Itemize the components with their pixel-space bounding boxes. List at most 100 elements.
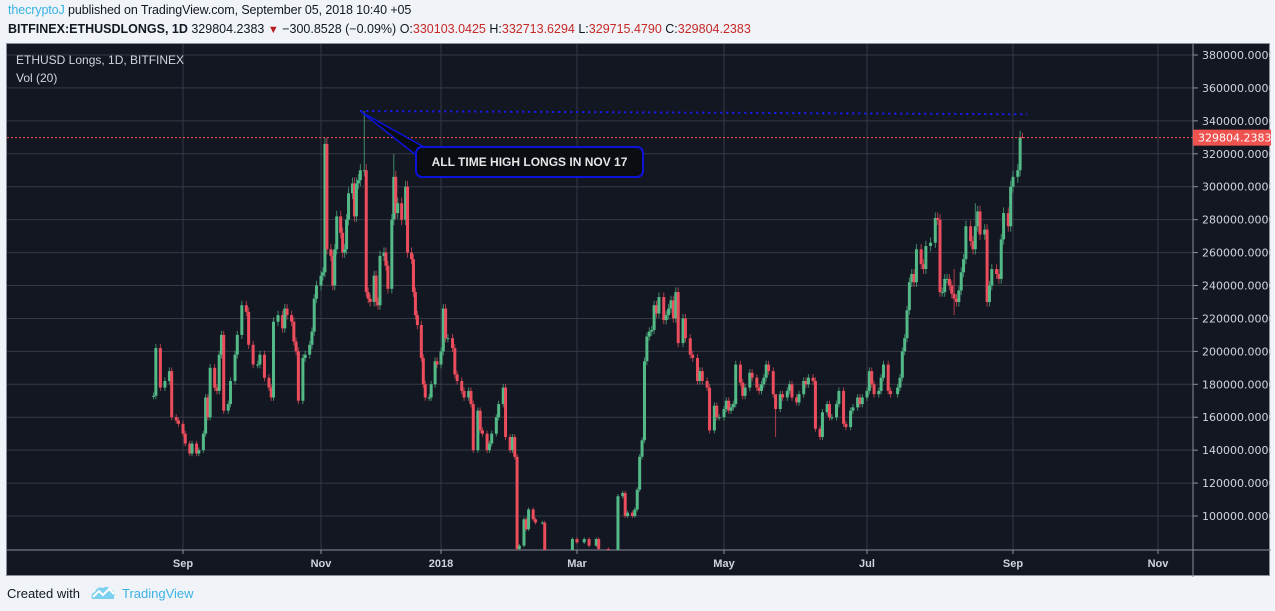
tradingview-link[interactable]: TradingView bbox=[121, 585, 194, 601]
candle-down bbox=[997, 273, 1001, 279]
candle-up bbox=[717, 417, 721, 419]
candle-up bbox=[487, 443, 491, 451]
candlestick-chart[interactable]: 100000.0000 120000.0000 140000.0000 160000.… bbox=[7, 44, 1271, 577]
series-legend[interactable]: ETHUSD Longs, 1D, BITFINEX bbox=[16, 53, 185, 67]
candle-up bbox=[900, 351, 904, 378]
callout-pointer bbox=[360, 111, 426, 157]
candle-down bbox=[715, 405, 719, 418]
candle-up bbox=[830, 417, 834, 419]
candle-down bbox=[870, 371, 874, 385]
candle-up bbox=[881, 364, 885, 378]
candle-down bbox=[222, 334, 226, 411]
candle-up bbox=[201, 433, 205, 451]
candle-down bbox=[421, 357, 425, 385]
candle-down bbox=[325, 143, 329, 250]
candle-down bbox=[912, 273, 916, 283]
candle-down bbox=[1021, 137, 1025, 139]
candle-down bbox=[455, 374, 459, 382]
candle-up bbox=[308, 344, 312, 355]
candle-up bbox=[362, 170, 366, 172]
candle-up bbox=[835, 404, 839, 418]
candle-down bbox=[244, 305, 248, 312]
candle-down bbox=[688, 338, 692, 355]
candle-down bbox=[469, 390, 473, 405]
candle-down bbox=[555, 552, 558, 565]
candle-up bbox=[441, 308, 445, 352]
candle-up bbox=[945, 278, 949, 280]
volume-legend[interactable]: Vol (20) bbox=[16, 71, 58, 85]
candle-up bbox=[731, 404, 735, 408]
candle-up bbox=[990, 269, 994, 286]
candle-up bbox=[312, 298, 316, 332]
ohlc-bar: BITFINEX:ETHUSDLONGS, 1D 329804.2383 ▼ −… bbox=[8, 22, 751, 36]
candle-up bbox=[722, 408, 726, 418]
candle-up bbox=[235, 334, 239, 355]
candle-down bbox=[181, 423, 185, 434]
candle-up bbox=[208, 367, 212, 418]
candle-up bbox=[802, 381, 806, 395]
candle-down bbox=[886, 364, 890, 391]
candle-down bbox=[406, 186, 410, 253]
candle-up bbox=[321, 272, 325, 276]
candle-up bbox=[490, 433, 494, 444]
candle-down bbox=[676, 292, 680, 344]
candle-up bbox=[674, 292, 678, 319]
candle-up bbox=[698, 371, 702, 382]
candle-up bbox=[276, 315, 280, 322]
price-tick-label: 380000.0000 bbox=[1202, 49, 1271, 62]
candle-down bbox=[738, 364, 742, 383]
candle-down bbox=[515, 456, 519, 549]
candle-up bbox=[310, 331, 314, 345]
candle-down bbox=[251, 344, 255, 365]
candle-up bbox=[898, 377, 902, 388]
candle-down bbox=[419, 325, 423, 358]
price-tick-label: 340000.0000 bbox=[1202, 115, 1271, 128]
price-tick-label: 300000.0000 bbox=[1202, 181, 1271, 194]
candle-down bbox=[411, 259, 415, 293]
candle-up bbox=[797, 394, 801, 403]
candle-down bbox=[176, 420, 180, 424]
candle-down bbox=[451, 338, 455, 349]
candle-down bbox=[795, 397, 799, 403]
candle-down bbox=[757, 387, 761, 391]
candle-up bbox=[594, 539, 598, 546]
candle-down bbox=[606, 548, 610, 550]
candle-up bbox=[510, 436, 514, 451]
candle-up bbox=[204, 397, 208, 434]
symbol-label: BITFINEX:ETHUSDLONGS, 1D bbox=[8, 22, 188, 36]
candle-down bbox=[919, 249, 923, 265]
candle-up bbox=[233, 354, 237, 382]
author-link[interactable]: thecryptoJ bbox=[8, 3, 65, 17]
candle-down bbox=[985, 229, 989, 302]
candle-down bbox=[662, 297, 666, 321]
candle-down bbox=[804, 381, 808, 385]
price-tick-label: 140000.0000 bbox=[1202, 444, 1271, 457]
candle-up bbox=[788, 384, 792, 391]
candle-down bbox=[339, 216, 343, 233]
candle-down bbox=[872, 384, 876, 395]
candle-up bbox=[983, 229, 987, 235]
chart-panel[interactable]: 100000.0000 120000.0000 140000.0000 160000.… bbox=[6, 43, 1271, 577]
candle-up bbox=[1016, 170, 1020, 177]
time-tick-label: 2018 bbox=[429, 558, 453, 570]
candle-up bbox=[256, 364, 260, 366]
candle-up bbox=[856, 397, 860, 408]
candle-down bbox=[575, 539, 579, 543]
candle-up bbox=[851, 407, 855, 411]
candle-up bbox=[501, 387, 505, 405]
candle-down bbox=[750, 372, 754, 378]
candle-up bbox=[650, 329, 654, 332]
candle-down bbox=[294, 341, 298, 352]
candle-down bbox=[368, 298, 372, 302]
candle-up bbox=[392, 176, 396, 220]
candle-up bbox=[964, 226, 968, 260]
price-tick-label: 220000.0000 bbox=[1202, 312, 1271, 325]
candle-up bbox=[837, 390, 841, 405]
candle-up bbox=[163, 381, 167, 388]
candle-up bbox=[657, 297, 661, 314]
candle-up bbox=[358, 170, 362, 181]
candle-down bbox=[415, 315, 419, 326]
candle-down bbox=[329, 249, 333, 256]
annotation-callout[interactable]: ALL TIME HIGH LONGS IN NOV 17 bbox=[415, 146, 644, 178]
candle-down bbox=[478, 410, 482, 431]
